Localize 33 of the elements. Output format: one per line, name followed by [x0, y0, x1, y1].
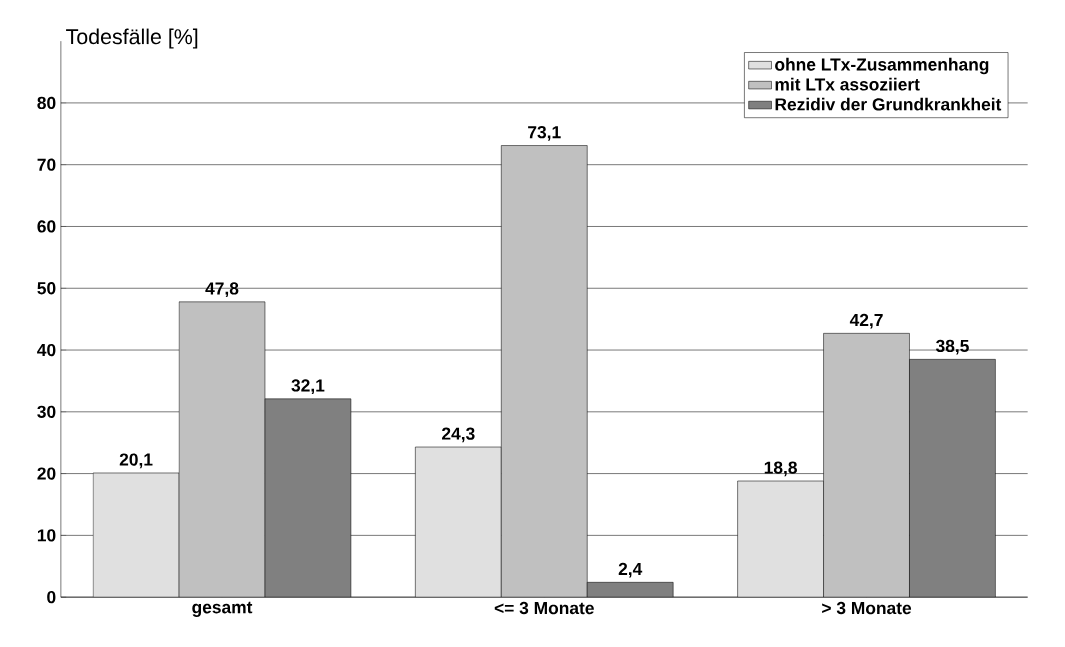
data-label: 32,1 [291, 379, 325, 395]
bar [909, 359, 996, 598]
y-tick-label: 80 [37, 96, 56, 110]
bar [264, 398, 352, 598]
y-tick-label: 40 [37, 344, 56, 357]
data-label: 73,1 [528, 126, 561, 142]
data-label: 24,3 [442, 427, 475, 443]
y-axis-title: Todesfälle [%] [66, 28, 198, 49]
y-tick-label: 0 [47, 591, 56, 604]
y-tick-label: 50 [37, 282, 56, 295]
data-label: 2,4 [618, 562, 643, 578]
y-tick-label: 20 [37, 467, 56, 480]
legend-label: Rezidiv der Grundkrankheit [775, 97, 1002, 111]
data-label: 47,8 [205, 282, 239, 298]
data-label: 42,7 [849, 314, 883, 329]
legend-label: ohne LTx-Zusammenhang [775, 58, 989, 75]
data-label: 38,5 [935, 339, 969, 355]
bar [823, 333, 910, 598]
data-label: 20,1 [119, 453, 153, 469]
bar [178, 301, 266, 598]
y-tick-label: 70 [37, 158, 56, 172]
y-tick-label: 10 [37, 529, 56, 542]
y-tick-label: 30 [37, 405, 56, 419]
bar [415, 446, 502, 598]
x-tick-label: <= 3 Monate [494, 602, 594, 615]
bar [501, 145, 588, 598]
data-label: 18,8 [764, 461, 797, 477]
bar [92, 472, 180, 598]
legend-label: mit LTx assoziiert [775, 78, 920, 91]
x-tick-label: gesamt [192, 602, 253, 618]
x-tick-label: > 3 Monate [822, 602, 912, 615]
y-tick-label: 60 [37, 220, 56, 233]
bar [737, 480, 824, 598]
